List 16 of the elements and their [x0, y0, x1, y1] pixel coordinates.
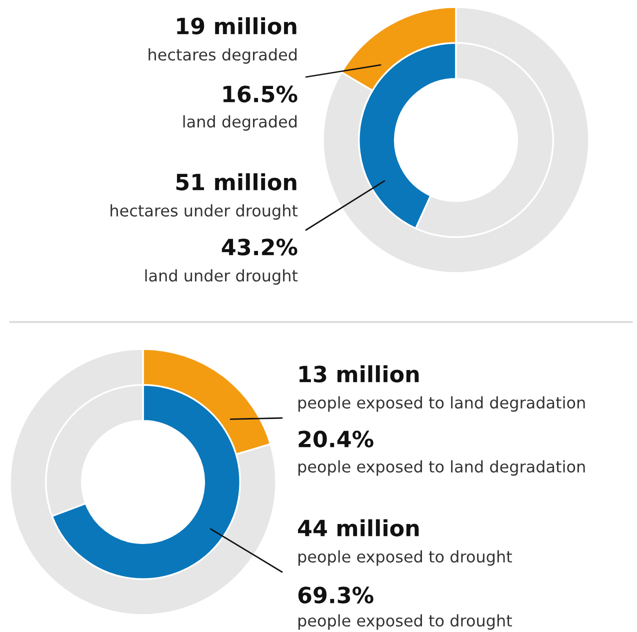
text: 13 million: [300, 365, 419, 382]
text: 20.4%: [298, 430, 374, 448]
text: 43.2%: [222, 238, 298, 256]
text: 44 million: [298, 519, 419, 536]
text: people exposed to land degradation: [298, 396, 585, 412]
text: 69.3%: [298, 586, 374, 604]
text: 51 million: [176, 173, 296, 190]
text: 16.5%: [223, 86, 298, 102]
text: people exposed to drought: [298, 550, 512, 566]
text: land degraded: [183, 115, 297, 131]
text: hectares under drought: [110, 204, 298, 220]
text: people exposed to land degradation: [298, 460, 585, 476]
text: land under drought: [145, 269, 298, 285]
text: hectares degraded: [148, 48, 297, 64]
text: people exposed to drought: [298, 614, 512, 630]
text: 19 million: [177, 17, 296, 34]
